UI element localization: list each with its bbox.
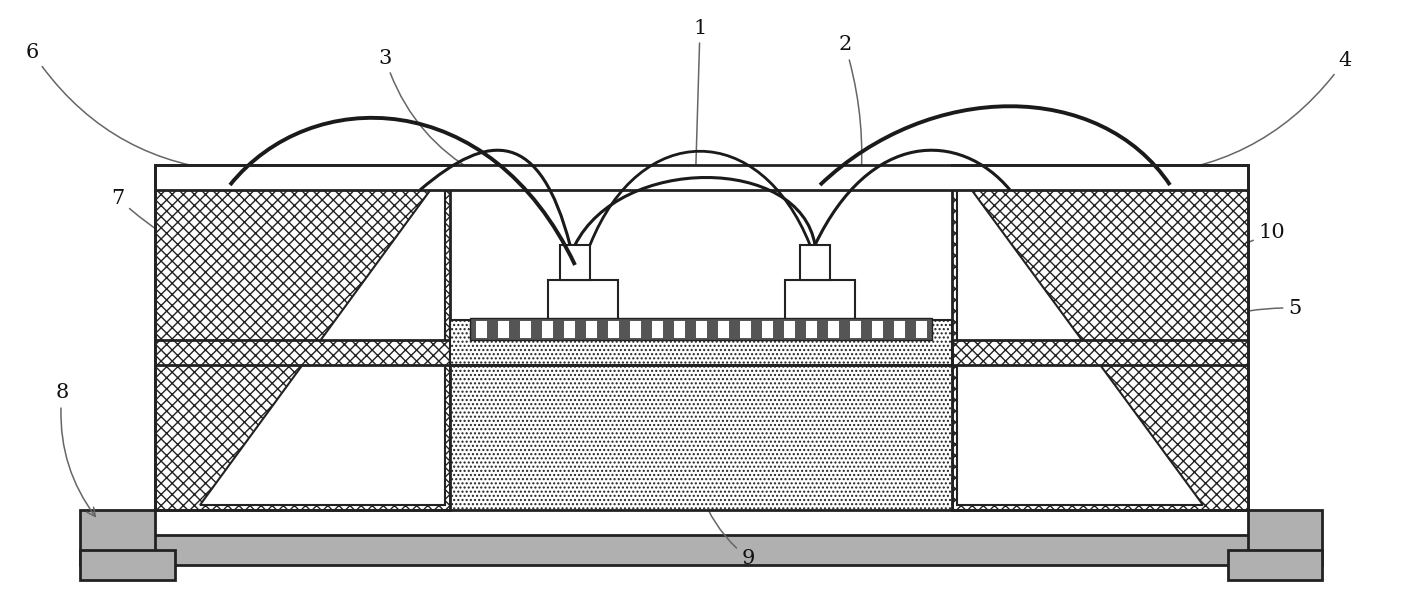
Bar [519, 320, 531, 338]
Bar [470, 318, 932, 340]
Bar [805, 320, 817, 338]
Bar [450, 320, 952, 365]
Text: 10: 10 [1124, 222, 1286, 274]
Bar [695, 320, 707, 338]
Bar [156, 165, 1248, 190]
Bar [559, 245, 590, 280]
Text: 7: 7 [111, 189, 210, 259]
Bar [475, 320, 486, 338]
Bar [1228, 550, 1322, 580]
Bar [952, 340, 1248, 365]
Polygon shape [200, 170, 444, 505]
Polygon shape [958, 170, 1203, 505]
Text: 9: 9 [701, 494, 754, 568]
Polygon shape [952, 165, 1248, 510]
Bar [629, 320, 641, 338]
Bar [130, 535, 1274, 565]
Bar [496, 320, 509, 338]
Text: 6: 6 [25, 43, 236, 175]
Text: 3: 3 [379, 48, 477, 173]
Bar [80, 510, 156, 565]
Bar [651, 320, 663, 338]
Bar [541, 320, 552, 338]
Bar [871, 320, 883, 338]
Text: 1: 1 [691, 18, 707, 191]
Bar [673, 320, 686, 338]
Bar [916, 320, 927, 338]
Bar [739, 320, 751, 338]
Bar [548, 280, 618, 320]
Text: 5: 5 [1154, 299, 1301, 346]
Polygon shape [156, 165, 450, 510]
Bar [893, 320, 906, 338]
Text: 2: 2 [838, 35, 865, 186]
Bar [450, 365, 952, 510]
Bar [607, 320, 620, 338]
Bar [80, 550, 175, 580]
Bar [827, 320, 838, 338]
Bar [782, 320, 795, 338]
Bar [450, 340, 952, 365]
Bar [564, 320, 575, 338]
Text: 8: 8 [55, 384, 95, 516]
Bar [850, 320, 861, 338]
Bar [585, 320, 597, 338]
Bar [761, 320, 773, 338]
Bar [1248, 510, 1322, 565]
Bar [156, 340, 450, 365]
Text: 4: 4 [1134, 51, 1352, 179]
Bar [716, 320, 729, 338]
Bar [785, 280, 855, 320]
Bar [801, 245, 830, 280]
